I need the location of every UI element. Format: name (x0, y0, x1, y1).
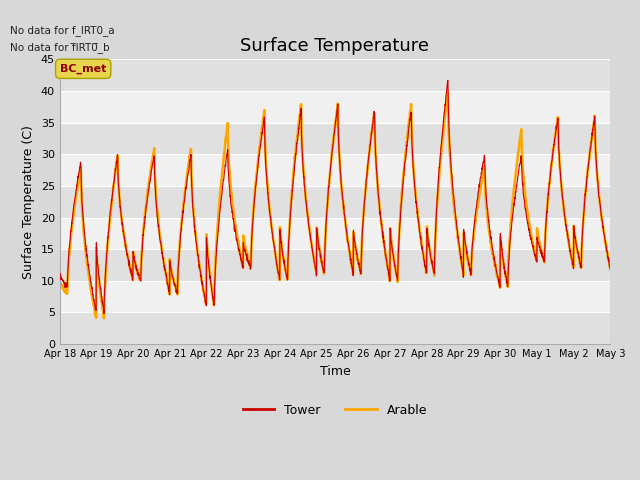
Bar (60, 60, 611, 91)
Bar (60, 154, 611, 186)
Bar (60, 312, 611, 344)
Bar (60, 91, 611, 122)
Bar (60, 217, 611, 249)
Text: No data for f̅IRT0̅_b: No data for f̅IRT0̅_b (10, 42, 109, 53)
Bar (60, 186, 611, 217)
Legend: Tower, Arable: Tower, Arable (237, 399, 432, 422)
Bar (60, 249, 611, 281)
Text: BC_met: BC_met (60, 64, 106, 74)
Bar (60, 122, 611, 154)
Title: Surface Temperature: Surface Temperature (241, 37, 429, 55)
X-axis label: Time: Time (319, 364, 350, 378)
Text: No data for f_IRT0_a: No data for f_IRT0_a (10, 25, 115, 36)
Y-axis label: Surface Temperature (C): Surface Temperature (C) (22, 125, 35, 279)
Bar (60, 281, 611, 312)
